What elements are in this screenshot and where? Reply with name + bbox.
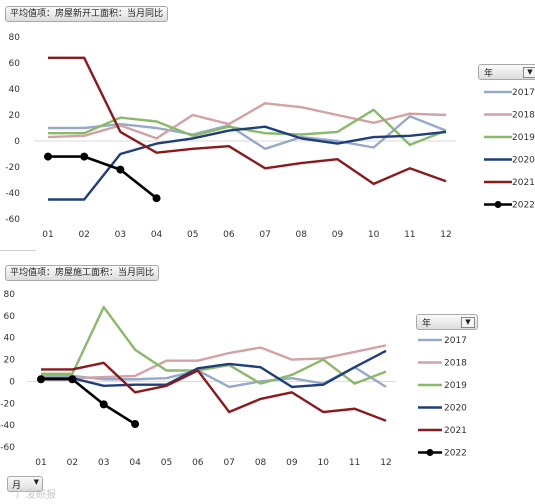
chart2-legend-label-2020: 2020 [444, 404, 467, 414]
chart2-series-point-2022 [68, 375, 77, 384]
chart1-series-point-2022 [80, 152, 89, 161]
chart2-x-tick-label: 06 [192, 458, 204, 468]
chart2-series-line-2022 [41, 377, 136, 426]
chart-divider [0, 250, 36, 251]
chart1-x-tick-label: 08 [296, 230, 308, 240]
chart1-series-line-2021 [48, 56, 447, 186]
chart2-series-point-2022 [99, 400, 108, 409]
chart1-series-line-2020 [48, 125, 447, 201]
chart1-x-tick-label: 07 [259, 230, 270, 240]
chart1-x-tick-label: 02 [78, 230, 89, 240]
chart1-y-tick-label: 80 [9, 33, 21, 43]
chart1-y-tick-label: 0 [14, 137, 20, 147]
chart1-series-line-2017 [48, 115, 447, 151]
chart1-x-tick-label: 09 [332, 230, 344, 240]
chart2-series-line-2018 [41, 344, 387, 380]
chart1-legend-label-2021: 2021 [512, 178, 535, 188]
chart2-y-tick-label: 0 [9, 377, 15, 387]
chart1-y-tick-label: -20 [5, 163, 20, 173]
chart2-x-tick-label: 12 [380, 458, 391, 468]
chart2-series-point-2022 [131, 420, 140, 429]
watermark: 广发研报 [16, 490, 56, 501]
chart2-y-tick-label: 40 [4, 334, 16, 344]
chart2-series-line-2019 [41, 305, 387, 385]
chart1-series-line-2022 [48, 155, 158, 200]
chart2-y-tick-label: -60 [0, 443, 15, 453]
chart2-title[interactable]: 平均值项：房屋施工面积：当月同比 [5, 265, 160, 281]
chart1-x-tick-label: 03 [115, 230, 126, 240]
chart1-legend-label-2017: 2017 [512, 88, 535, 98]
chart2-x-tick-label: 08 [255, 458, 267, 468]
chart1-y-tick-label: 20 [9, 111, 21, 121]
filter-dropdown-icon[interactable]: ▼ [461, 317, 475, 328]
chart2-legend-title: 年 [422, 319, 432, 329]
chart1-legend-label-2018: 2018 [512, 111, 535, 121]
chart1-legend-marker-2022 [494, 201, 502, 208]
chart2-x-tick-label: 10 [318, 458, 330, 468]
chart1-x-tick-label: 01 [42, 230, 53, 240]
dropdown-arrow-icon[interactable]: ▼ [523, 67, 535, 78]
chart1-x-tick-label: 05 [187, 230, 198, 240]
chart2-series-line-2021 [41, 361, 387, 422]
chart1-x-tick-label: 10 [368, 230, 380, 240]
chart2-y-tick-label: -20 [0, 399, 15, 409]
chart1-title[interactable]: 平均值项：房屋新开工面积：当月同比 [5, 6, 169, 22]
chart1-legend-label-2022: 2022 [512, 201, 535, 211]
chart1-y-tick-label: 40 [9, 85, 21, 95]
chart1-series-line-2018 [47, 102, 447, 140]
chart2-y-tick-label: 80 [4, 290, 16, 300]
month-row-filter[interactable]: 月 ▼ [7, 476, 43, 492]
chart1-series-point-2022 [116, 165, 125, 174]
chart2-legend-label-2017: 2017 [444, 336, 467, 346]
chart1-x-tick-label: 11 [404, 230, 415, 240]
chevron-down-icon[interactable]: ▼ [33, 478, 39, 486]
chart1-legend-label-2020: 2020 [512, 156, 535, 166]
chart1-legend-title: 年 [484, 69, 494, 79]
chart2-x-tick-label: 09 [286, 458, 298, 468]
chart2-legend-label-2022: 2022 [444, 449, 467, 459]
chart1-x-tick-label: 04 [151, 230, 163, 240]
chart1-legend-filter[interactable]: 年 ▼ [478, 64, 535, 80]
chart2-x-tick-label: 04 [129, 458, 141, 468]
chart1-series-point-2022 [44, 152, 52, 161]
chart2-legend-filter[interactable]: 年 ▼ [416, 314, 478, 330]
chart1-x-tick-label: 12 [440, 230, 451, 240]
chart2-y-tick-label: -40 [0, 421, 15, 431]
chart2-y-tick-label: 60 [4, 312, 16, 322]
chart1-legend-label-2019: 2019 [512, 133, 535, 143]
chart2-series-point-2022 [37, 375, 45, 384]
chart1-y-tick-label: 60 [9, 59, 21, 69]
chart2-x-tick-label: 03 [98, 458, 109, 468]
chart1-x-tick-label: 06 [223, 230, 235, 240]
chart2-legend-label-2019: 2019 [444, 381, 467, 391]
chart2-x-tick-label: 07 [223, 458, 234, 468]
row-filter-label: 月 [12, 481, 22, 491]
chart2-x-tick-label: 02 [67, 458, 78, 468]
chart1-y-tick-label: -40 [5, 189, 20, 199]
chart2-x-tick-label: 11 [349, 458, 360, 468]
chart2-legend-label-2021: 2021 [444, 426, 467, 436]
chart2-y-tick-label: 20 [4, 356, 16, 366]
chart2-series-line-2020 [41, 349, 387, 389]
chart1-y-tick-label: -60 [5, 215, 20, 225]
chart2-x-tick-label: 05 [161, 458, 172, 468]
chart1-series-point-2022 [152, 194, 161, 203]
chart2-legend-label-2018: 2018 [444, 359, 467, 369]
chart2-x-tick-label: 01 [35, 458, 46, 468]
chart2-legend-marker-2022 [426, 449, 434, 456]
